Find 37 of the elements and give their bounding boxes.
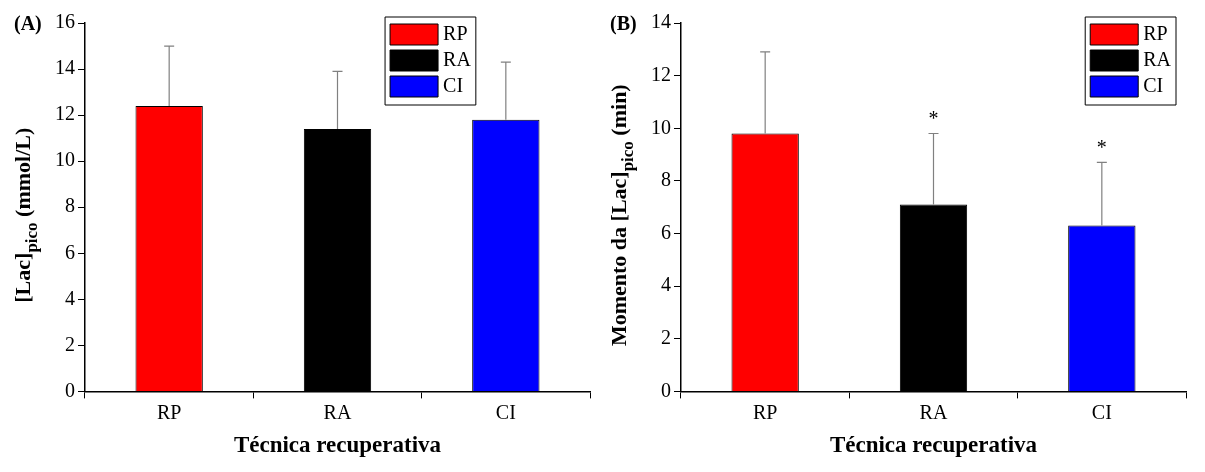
y-tick-label: 0 — [661, 378, 671, 401]
y-tick-label: 12 — [651, 62, 671, 85]
x-tick-label: RP — [752, 400, 778, 423]
y-tick-label: 14 — [651, 10, 671, 33]
x-tick-label: CI — [1091, 400, 1112, 423]
y-axis-title: [Lac]pico (mmol/L) — [10, 127, 41, 303]
y-tick-label: 4 — [65, 286, 75, 309]
legend-label: RA — [443, 48, 472, 71]
legend-label: RA — [1143, 48, 1172, 71]
chart-title: (A) — [14, 12, 42, 36]
legend-label: CI — [443, 74, 464, 97]
y-tick-label: 2 — [661, 326, 671, 349]
legend-label: RP — [1143, 22, 1168, 45]
x-tick-label: RA — [919, 400, 948, 423]
y-tick-label: 16 — [55, 10, 75, 33]
y-tick-label: 8 — [661, 168, 671, 191]
y-tick-label: 10 — [651, 115, 671, 138]
y-tick-label: 8 — [65, 194, 75, 217]
y-tick-label: 2 — [65, 332, 75, 355]
x-tick-label: RP — [156, 400, 182, 423]
x-axis-title: Técnica recuperativa — [829, 432, 1038, 458]
y-tick-label: 4 — [661, 273, 671, 296]
y-tick-label: 6 — [661, 220, 671, 243]
annotation: * — [1096, 135, 1107, 158]
y-tick-label: 14 — [55, 56, 75, 79]
annotation: * — [928, 106, 939, 129]
x-tick-label: CI — [495, 400, 516, 423]
chart-title: (B) — [610, 12, 637, 36]
y-tick-label: 0 — [65, 378, 75, 401]
y-tick-label: 6 — [65, 240, 75, 263]
x-axis-title: Técnica recuperativa — [233, 432, 442, 458]
y-tick-label: 10 — [55, 148, 75, 171]
legend-label: CI — [1143, 74, 1164, 97]
legend-label: RP — [443, 22, 468, 45]
y-tick-label: 12 — [55, 102, 75, 125]
y-axis-title: Momento da [Lac]pico (min) — [606, 84, 637, 347]
x-tick-label: RA — [323, 400, 352, 423]
